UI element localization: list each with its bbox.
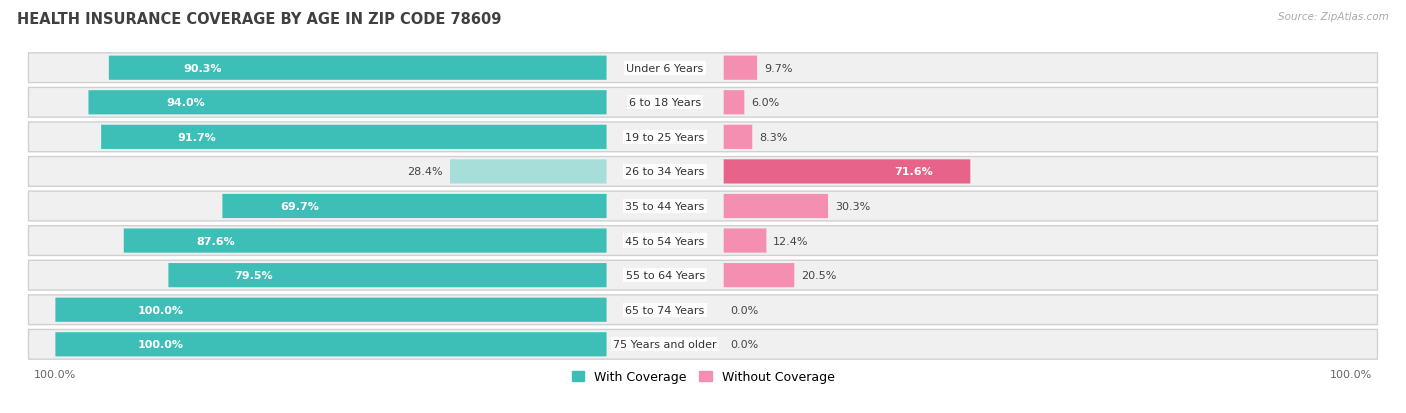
- FancyBboxPatch shape: [101, 126, 606, 150]
- FancyBboxPatch shape: [30, 55, 1376, 83]
- FancyBboxPatch shape: [724, 126, 752, 150]
- Text: 28.4%: 28.4%: [408, 167, 443, 177]
- FancyBboxPatch shape: [55, 298, 606, 322]
- Text: 45 to 54 Years: 45 to 54 Years: [626, 236, 704, 246]
- FancyBboxPatch shape: [724, 229, 766, 253]
- FancyBboxPatch shape: [89, 91, 606, 115]
- FancyBboxPatch shape: [28, 157, 1378, 188]
- Text: 12.4%: 12.4%: [773, 236, 808, 246]
- Text: 9.7%: 9.7%: [763, 64, 793, 74]
- Text: 8.3%: 8.3%: [759, 133, 787, 142]
- FancyBboxPatch shape: [30, 192, 1376, 221]
- Text: 19 to 25 Years: 19 to 25 Years: [626, 133, 704, 142]
- FancyBboxPatch shape: [30, 123, 1376, 152]
- Text: 6.0%: 6.0%: [751, 98, 779, 108]
- Text: 20.5%: 20.5%: [801, 271, 837, 280]
- Text: 69.7%: 69.7%: [280, 202, 319, 211]
- Text: 30.3%: 30.3%: [835, 202, 870, 211]
- FancyBboxPatch shape: [28, 294, 1378, 325]
- FancyBboxPatch shape: [30, 158, 1376, 186]
- Text: Under 6 Years: Under 6 Years: [627, 64, 704, 74]
- FancyBboxPatch shape: [30, 89, 1376, 117]
- Legend: With Coverage, Without Coverage: With Coverage, Without Coverage: [567, 366, 839, 389]
- Text: 94.0%: 94.0%: [166, 98, 205, 108]
- FancyBboxPatch shape: [28, 260, 1378, 291]
- FancyBboxPatch shape: [30, 261, 1376, 290]
- FancyBboxPatch shape: [28, 225, 1378, 256]
- Text: 79.5%: 79.5%: [235, 271, 273, 280]
- FancyBboxPatch shape: [28, 53, 1378, 84]
- Text: 0.0%: 0.0%: [731, 305, 759, 315]
- Text: 87.6%: 87.6%: [197, 236, 235, 246]
- Text: 100.0%: 100.0%: [138, 339, 184, 349]
- Text: 6 to 18 Years: 6 to 18 Years: [628, 98, 702, 108]
- FancyBboxPatch shape: [108, 57, 606, 81]
- Text: 0.0%: 0.0%: [731, 339, 759, 349]
- Text: Source: ZipAtlas.com: Source: ZipAtlas.com: [1278, 12, 1389, 22]
- FancyBboxPatch shape: [28, 88, 1378, 119]
- FancyBboxPatch shape: [450, 160, 606, 184]
- FancyBboxPatch shape: [724, 57, 756, 81]
- Text: 100.0%: 100.0%: [138, 305, 184, 315]
- Text: 65 to 74 Years: 65 to 74 Years: [626, 305, 704, 315]
- Text: 75 Years and older: 75 Years and older: [613, 339, 717, 349]
- FancyBboxPatch shape: [30, 296, 1376, 324]
- FancyBboxPatch shape: [28, 191, 1378, 222]
- Text: 35 to 44 Years: 35 to 44 Years: [626, 202, 704, 211]
- Text: HEALTH INSURANCE COVERAGE BY AGE IN ZIP CODE 78609: HEALTH INSURANCE COVERAGE BY AGE IN ZIP …: [17, 12, 502, 27]
- FancyBboxPatch shape: [28, 329, 1378, 360]
- FancyBboxPatch shape: [724, 195, 828, 218]
- FancyBboxPatch shape: [222, 195, 606, 218]
- FancyBboxPatch shape: [28, 122, 1378, 153]
- Text: 90.3%: 90.3%: [184, 64, 222, 74]
- Text: 26 to 34 Years: 26 to 34 Years: [626, 167, 704, 177]
- FancyBboxPatch shape: [124, 229, 606, 253]
- FancyBboxPatch shape: [30, 330, 1376, 358]
- Text: 91.7%: 91.7%: [177, 133, 215, 142]
- FancyBboxPatch shape: [169, 263, 606, 287]
- FancyBboxPatch shape: [724, 91, 744, 115]
- Text: 55 to 64 Years: 55 to 64 Years: [626, 271, 704, 280]
- FancyBboxPatch shape: [55, 332, 606, 356]
- Text: 71.6%: 71.6%: [894, 167, 934, 177]
- FancyBboxPatch shape: [724, 263, 794, 287]
- FancyBboxPatch shape: [724, 160, 970, 184]
- FancyBboxPatch shape: [30, 227, 1376, 255]
